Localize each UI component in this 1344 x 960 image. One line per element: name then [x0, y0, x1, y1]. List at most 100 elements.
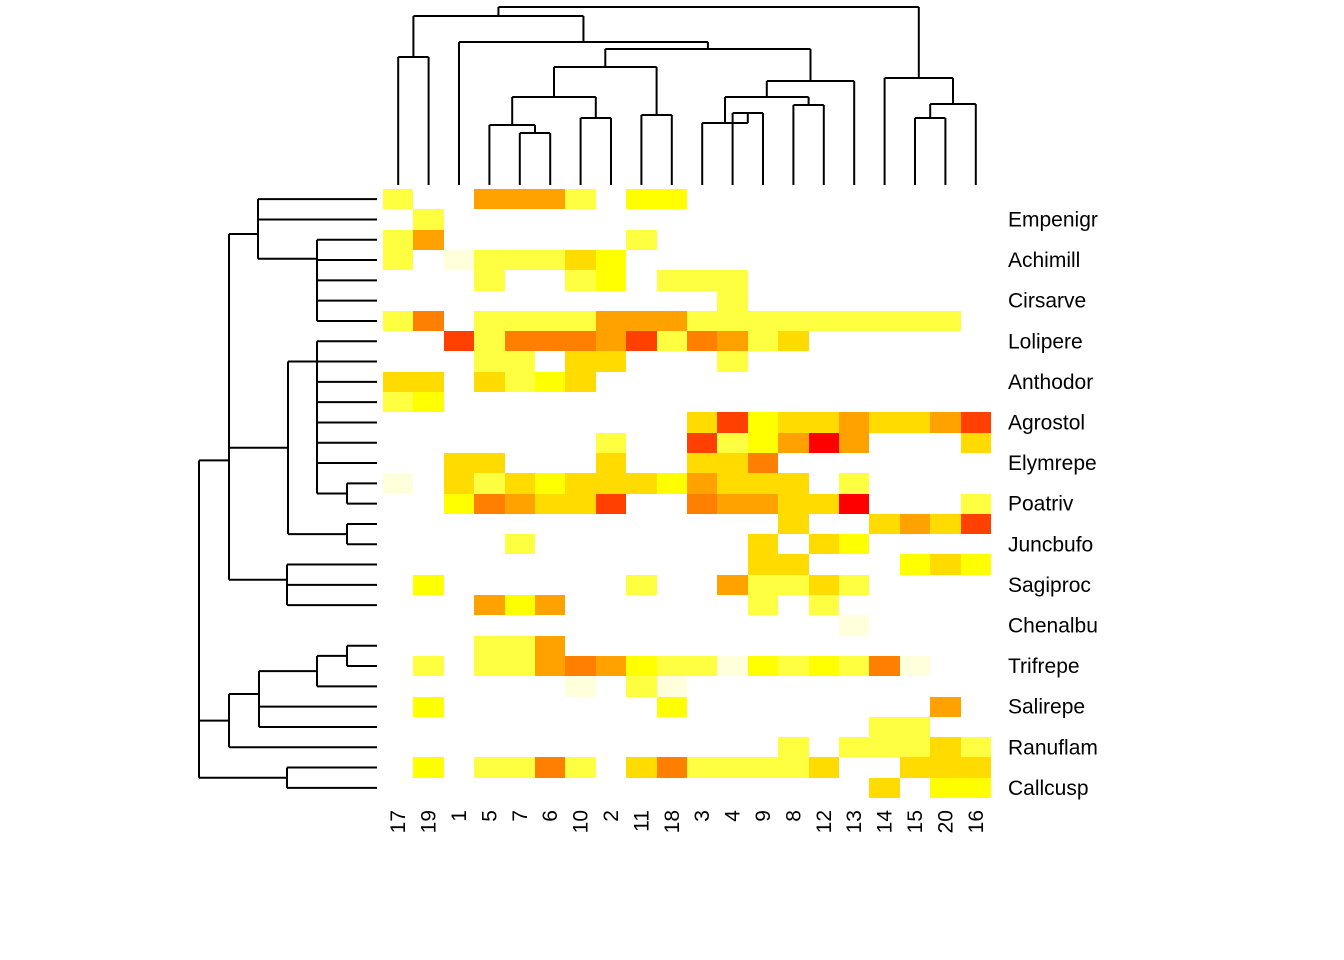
- heatmap-cell-14-1: [444, 473, 474, 494]
- heatmap-cell-28-10: [565, 757, 596, 778]
- heatmap-cell-7-4: [717, 331, 748, 351]
- heatmap-cell-12-3: [687, 433, 717, 453]
- heatmap-cell-24-10: [565, 676, 596, 697]
- heatmap-cell-11-14: [869, 412, 900, 433]
- heatmap-cell-12-13: [839, 433, 869, 453]
- heatmap-cell-23-2: [596, 656, 626, 676]
- heatmap-cell-7-6: [535, 331, 565, 351]
- row-label-anthodor: Anthodor: [1008, 371, 1093, 394]
- heatmap-cell-4-18: [657, 270, 687, 291]
- heatmap-cell-28-8: [778, 757, 809, 778]
- heatmap-cell-19-4: [717, 575, 748, 595]
- heatmap-cell-0-17: [383, 189, 413, 209]
- heatmap-cell-20-6: [535, 595, 565, 615]
- heatmap-cell-28-4: [717, 757, 748, 778]
- row-label-juncbufo: Juncbufo: [1008, 533, 1093, 556]
- heatmap-cell-11-15: [900, 412, 930, 433]
- heatmap-cell-14-3: [687, 473, 717, 494]
- heatmap-cell-11-3: [687, 412, 717, 433]
- heatmap-cell-18-16: [961, 554, 991, 575]
- heatmap-cell-4-10: [565, 270, 596, 291]
- heatmap-cell-8-7: [505, 351, 535, 372]
- heatmap-cell-14-6: [535, 473, 565, 494]
- heatmap-cell-14-17: [383, 473, 413, 494]
- heatmap-cell-15-3: [687, 494, 717, 514]
- heatmap-cell-4-5: [474, 270, 505, 291]
- heatmap-cell-15-9: [748, 494, 778, 514]
- row-label-cirsarve: Cirsarve: [1008, 290, 1086, 313]
- heatmap-cell-9-10: [565, 372, 596, 392]
- heatmap-cell-6-20: [930, 311, 961, 331]
- heatmap-cell-28-5: [474, 757, 505, 778]
- heatmap-cell-9-6: [535, 372, 565, 392]
- heatmap-cell-3-10: [565, 250, 596, 270]
- column-label-7: 7: [509, 810, 532, 822]
- heatmap-cell-23-10: [565, 656, 596, 676]
- heatmap-cell-17-12: [809, 534, 839, 554]
- heatmap-cell-28-15: [900, 757, 930, 778]
- heatmap-cell-15-13: [839, 494, 869, 514]
- heatmap-cell-15-12: [809, 494, 839, 514]
- row-label-poatriv: Poatriv: [1008, 493, 1074, 516]
- heatmap-cell-12-9: [748, 433, 778, 453]
- heatmap-cell-4-2: [596, 270, 626, 291]
- heatmap-cell-3-2: [596, 250, 626, 270]
- column-label-19: 19: [418, 810, 441, 833]
- heatmap-cell-20-12: [809, 595, 839, 615]
- heatmap-cell-20-7: [505, 595, 535, 615]
- heatmap-cell-7-3: [687, 331, 717, 351]
- row-label-elymrepe: Elymrepe: [1008, 452, 1097, 475]
- heatmap-cell-6-9: [748, 311, 778, 331]
- column-label-10: 10: [570, 810, 593, 833]
- heatmap-cell-11-8: [778, 412, 809, 433]
- column-label-13: 13: [843, 810, 866, 833]
- heatmap-cell-8-10: [565, 351, 596, 372]
- heatmap-cell-23-4: [717, 656, 748, 676]
- heatmap-cell-15-7: [505, 494, 535, 514]
- column-label-8: 8: [782, 810, 805, 822]
- heatmap-cell-23-18: [657, 656, 687, 676]
- heatmap-cell-17-9: [748, 534, 778, 554]
- heatmap-cell-23-12: [809, 656, 839, 676]
- row-label-lolipere: Lolipere: [1008, 330, 1083, 353]
- heatmap-cell-29-16: [961, 778, 991, 798]
- heatmap-cell-3-17: [383, 250, 413, 270]
- heatmap-cell-25-20: [930, 697, 961, 717]
- heatmap-cell-14-9: [748, 473, 778, 494]
- heatmap-cell-17-13: [839, 534, 869, 554]
- heatmap-cell-23-15: [900, 656, 930, 676]
- heatmap-cell-6-19: [413, 311, 444, 331]
- heatmap-cell-15-5: [474, 494, 505, 514]
- heatmap-cell-12-4: [717, 433, 748, 453]
- row-labels: Empenigr Achimill Cirsarve Lolipere Anthodor…: [1008, 208, 1098, 799]
- heatmap-cell-19-11: [626, 575, 657, 595]
- row-label-agrostol: Agrostol: [1008, 411, 1085, 434]
- column-label-15: 15: [904, 810, 927, 833]
- column-label-18: 18: [661, 810, 684, 833]
- heatmap-cell-14-5: [474, 473, 505, 494]
- heatmap-cell-7-18: [657, 331, 687, 351]
- heatmap-cell-28-11: [626, 757, 657, 778]
- heatmap-cell-28-9: [748, 757, 778, 778]
- heatmap-cell-17-7: [505, 534, 535, 554]
- heatmap-cell-23-5: [474, 656, 505, 676]
- row-label-sagiproc: Sagiproc: [1008, 574, 1091, 597]
- heatmap-cell-16-20: [930, 514, 961, 534]
- heatmap-cell-15-2: [596, 494, 626, 514]
- heatmap-cell-14-7: [505, 473, 535, 494]
- heatmap-cell-12-8: [778, 433, 809, 453]
- column-label-17: 17: [387, 810, 410, 833]
- row-dendrogram: [198, 198, 377, 789]
- row-label-chenalbu: Chenalbu: [1008, 614, 1098, 637]
- heatmap-cell-12-12: [809, 433, 839, 453]
- column-label-2: 2: [600, 810, 623, 822]
- column-label-14: 14: [874, 810, 897, 834]
- row-label-salirepe: Salirepe: [1008, 696, 1085, 719]
- row-label-ranuflam: Ranuflam: [1008, 736, 1098, 759]
- heatmap-cell-6-15: [900, 311, 930, 331]
- heatmap-cell-28-16: [961, 757, 991, 778]
- heatmap-cell-27-13: [839, 737, 869, 757]
- heatmap-cell-6-11: [626, 311, 657, 331]
- heatmap-cell-0-7: [505, 189, 535, 209]
- heatmap-cell-23-9: [748, 656, 778, 676]
